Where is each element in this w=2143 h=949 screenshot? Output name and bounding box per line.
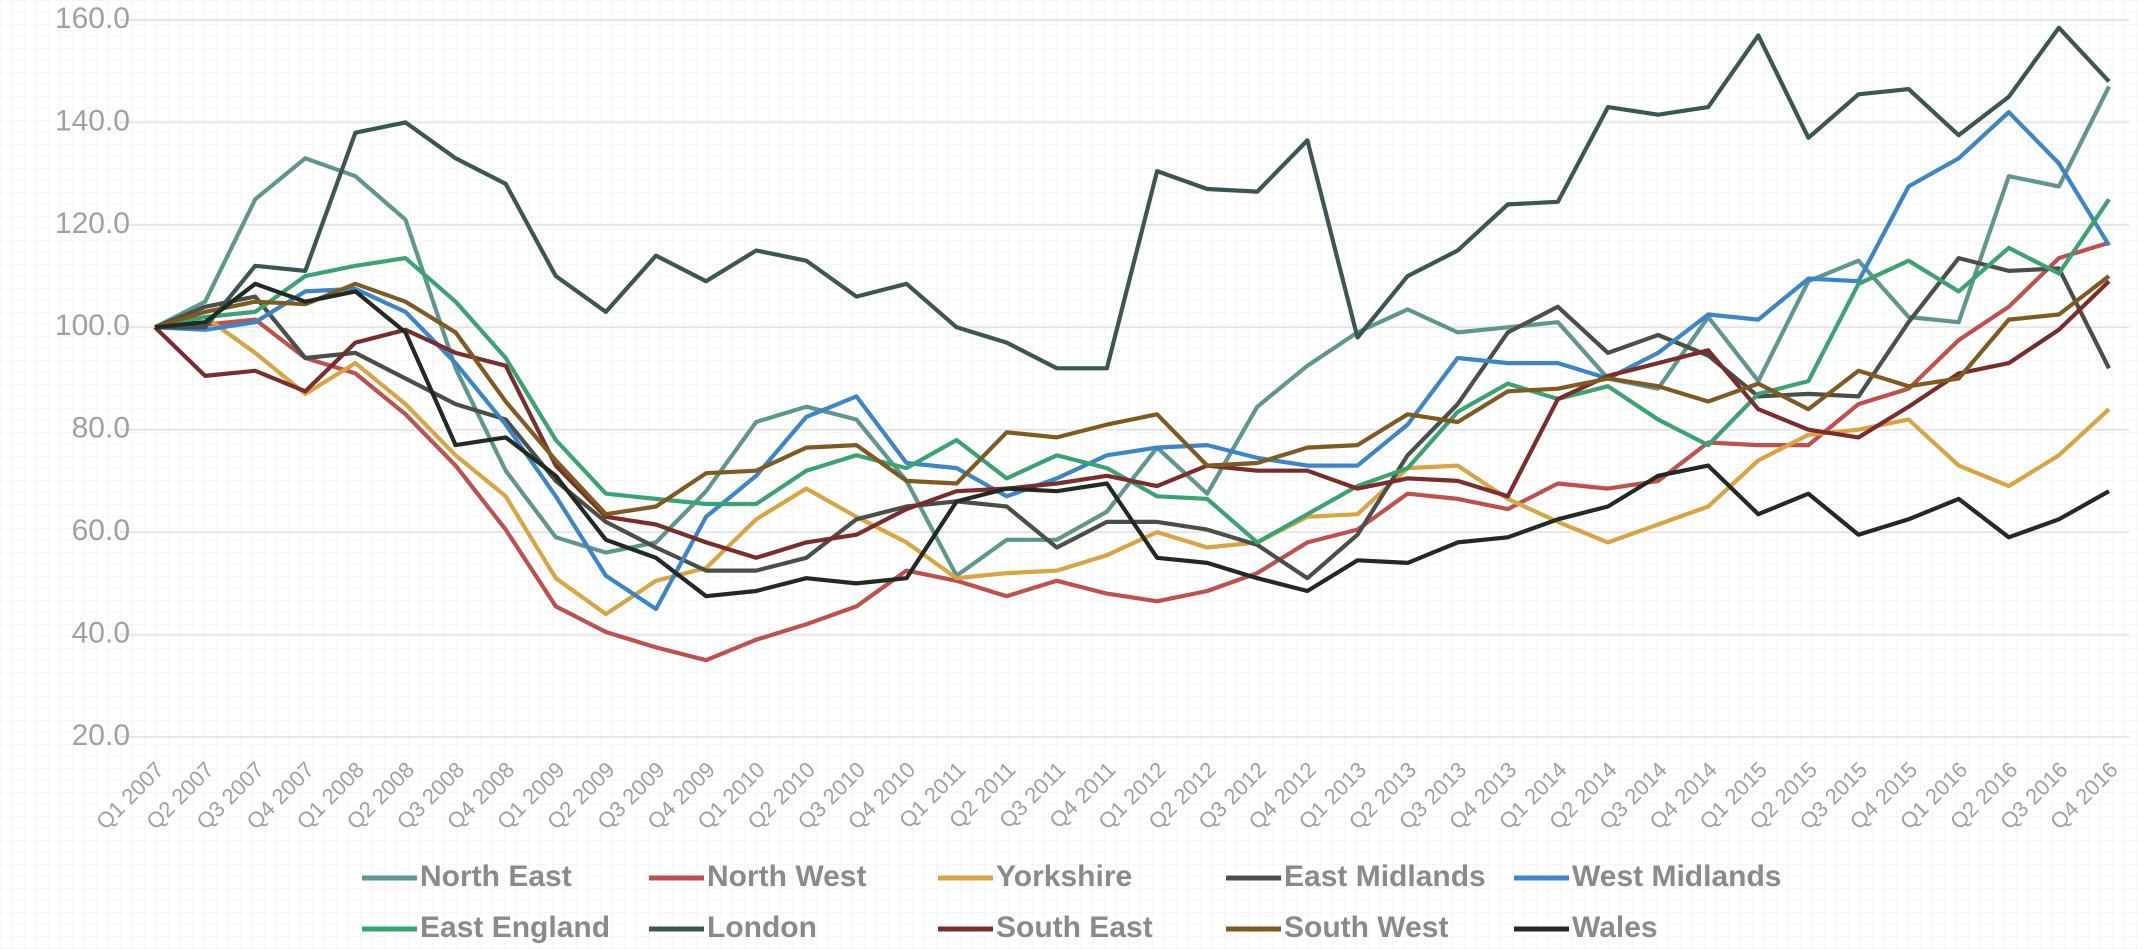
series-line [154,240,2110,663]
y-tick-label: 60.0 [72,514,130,547]
legend-label: South West [1284,911,1448,944]
legend-label: North East [420,860,572,893]
y-tick-label: 160.0 [55,2,130,35]
legend-label: East England [420,911,610,944]
series-line [154,281,2111,599]
legend-label: London [707,911,817,944]
y-tick-label: 40.0 [72,616,130,649]
series-line [153,279,2111,560]
series-line [154,314,2111,617]
series-line [155,25,2111,371]
y-tick-label: 140.0 [55,104,130,137]
legend-label: Wales [1572,911,1658,944]
y-tick-label: 100.0 [55,309,130,342]
legend-label: East Midlands [1284,860,1486,893]
legend-label: Yorkshire [996,860,1132,893]
y-tick-label: 80.0 [72,412,130,445]
legend-label: North West [707,860,866,893]
legend-label: West Midlands [1572,860,1781,893]
y-tick-label: 20.0 [72,719,130,752]
legend-label: South East [996,911,1153,944]
y-tick-label: 120.0 [55,207,130,240]
series-line [154,110,2111,612]
series-line [154,274,2111,517]
